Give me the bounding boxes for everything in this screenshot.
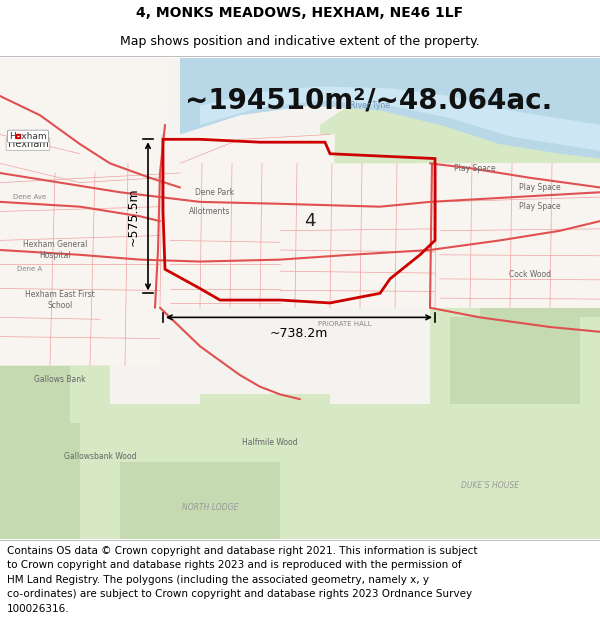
Text: Hexham: Hexham — [8, 139, 49, 149]
Polygon shape — [430, 250, 600, 404]
Text: ~194510m²/~48.064ac.: ~194510m²/~48.064ac. — [185, 87, 552, 115]
Text: 4, MONKS MEADOWS, HEXHAM, NE46 1LF: 4, MONKS MEADOWS, HEXHAM, NE46 1LF — [136, 6, 464, 19]
Text: Hexham: Hexham — [9, 132, 47, 141]
Polygon shape — [0, 58, 160, 202]
Polygon shape — [0, 58, 170, 366]
Polygon shape — [480, 250, 600, 318]
Polygon shape — [420, 163, 600, 308]
Text: Hexham East First
School: Hexham East First School — [25, 291, 95, 310]
Text: Gallows Bank: Gallows Bank — [34, 376, 86, 384]
Text: Contains OS data © Crown copyright and database right 2021. This information is : Contains OS data © Crown copyright and d… — [7, 546, 478, 556]
Polygon shape — [0, 327, 110, 539]
Polygon shape — [200, 86, 600, 151]
Text: co-ordinates) are subject to Crown copyright and database rights 2023 Ordnance S: co-ordinates) are subject to Crown copyr… — [7, 589, 472, 599]
Text: HM Land Registry. The polygons (including the associated geometry, namely x, y: HM Land Registry. The polygons (includin… — [7, 574, 429, 584]
Text: Play Space: Play Space — [454, 164, 496, 172]
Text: ~575.5m: ~575.5m — [127, 187, 140, 246]
Text: to Crown copyright and database rights 2023 and is reproduced with the permissio: to Crown copyright and database rights 2… — [7, 560, 462, 570]
Polygon shape — [55, 91, 110, 115]
Text: Halfmile Wood: Halfmile Wood — [242, 438, 298, 447]
Text: Cock Wood: Cock Wood — [509, 269, 551, 279]
Text: Dene Ave: Dene Ave — [13, 194, 47, 200]
Text: Dene A: Dene A — [17, 266, 43, 272]
Text: 100026316.: 100026316. — [7, 604, 70, 614]
Polygon shape — [0, 366, 70, 442]
Polygon shape — [180, 58, 600, 159]
Polygon shape — [200, 394, 330, 481]
Polygon shape — [120, 462, 280, 539]
Text: Allotments: Allotments — [189, 207, 231, 216]
Text: PRIORATE HALL: PRIORATE HALL — [318, 321, 372, 327]
Text: 4: 4 — [304, 212, 316, 230]
Polygon shape — [320, 58, 600, 250]
Text: NORTH LODGE: NORTH LODGE — [182, 504, 238, 512]
Polygon shape — [0, 423, 80, 539]
Text: Gallowsbank Wood: Gallowsbank Wood — [64, 452, 136, 461]
Text: Map shows position and indicative extent of the property.: Map shows position and indicative extent… — [120, 35, 480, 48]
Polygon shape — [270, 163, 435, 308]
Text: Hexham General
Hospital: Hexham General Hospital — [23, 240, 87, 260]
Text: Play Space: Play Space — [519, 183, 561, 192]
Text: River Tyne: River Tyne — [350, 101, 390, 110]
Polygon shape — [0, 404, 600, 539]
Polygon shape — [400, 58, 600, 163]
Text: ~738.2m: ~738.2m — [270, 327, 328, 340]
Polygon shape — [155, 134, 335, 308]
Text: Dene Park: Dene Park — [196, 188, 235, 197]
Polygon shape — [450, 318, 580, 404]
Text: Play Space: Play Space — [519, 202, 561, 211]
Text: DUKE’S HOUSE: DUKE’S HOUSE — [461, 481, 519, 490]
